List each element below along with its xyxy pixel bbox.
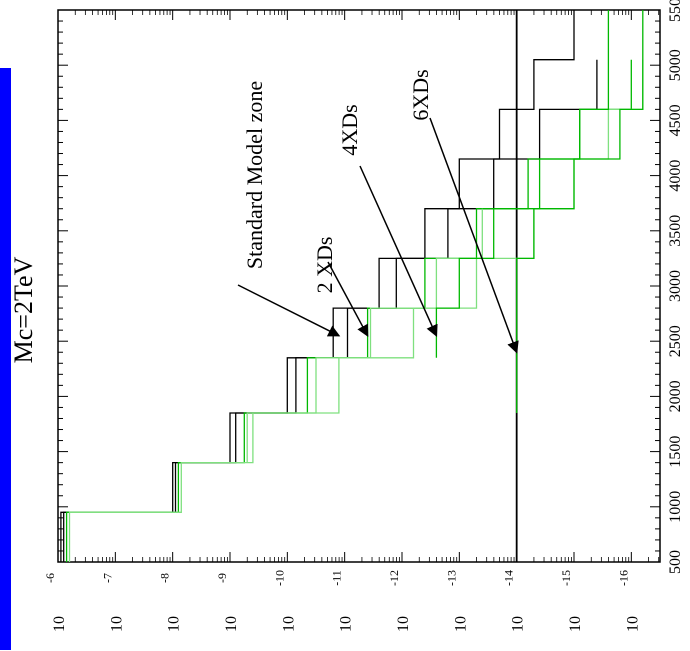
x-tick-label: 1500 bbox=[667, 436, 684, 468]
x-tick-label: 4000 bbox=[667, 160, 684, 192]
series-group bbox=[60, 10, 644, 562]
x-tick-label: 2500 bbox=[667, 325, 684, 357]
annotation-arrow bbox=[237, 284, 341, 337]
y-tick-mantissa: 10 bbox=[395, 616, 412, 632]
y-tick-exponent: -12 bbox=[387, 570, 401, 586]
tick-label-group: 500 1000 1500 2000 2500 3000 3500 4000 4500 5000 5… bbox=[9, 0, 684, 632]
x-tick-label: 550 bbox=[667, 0, 684, 22]
y-tick-exponent: -15 bbox=[559, 570, 573, 586]
x-tick-label: 500 bbox=[667, 550, 684, 574]
y-tick-exponent: -9 bbox=[215, 573, 229, 583]
x-tick-label: 3000 bbox=[667, 270, 684, 302]
annotation-label: 4XDs bbox=[337, 104, 362, 155]
y-tick-exponent: -13 bbox=[444, 570, 458, 586]
y-tick-exponent: -16 bbox=[616, 570, 630, 586]
y-tick-exponent: -10 bbox=[272, 570, 286, 586]
x-tick-label: 1000 bbox=[667, 491, 684, 523]
annotation-arrow bbox=[429, 117, 519, 354]
y-tick-mantissa: 10 bbox=[51, 616, 68, 632]
x-tick-label: 4500 bbox=[667, 104, 684, 136]
annotation-label: 2 XDs bbox=[312, 237, 337, 294]
y-tick-mantissa: 10 bbox=[223, 616, 240, 632]
y-tick-exponent: -14 bbox=[502, 570, 516, 586]
series-line bbox=[246, 59, 644, 463]
y-tick-mantissa: 10 bbox=[280, 616, 297, 632]
annotation-arrow bbox=[359, 165, 438, 338]
y-tick-exponent: -6 bbox=[43, 573, 57, 583]
plot-border bbox=[57, 9, 661, 563]
chart-title: Mc=2TeV bbox=[9, 256, 38, 363]
annotation-arrow bbox=[327, 261, 369, 338]
annotation-group: Standard Model zone 2 XDs 4XDs 6XDs bbox=[237, 69, 519, 354]
y-tick-mantissa: 10 bbox=[452, 616, 469, 632]
series-line bbox=[516, 10, 644, 413]
y-tick-mantissa: 10 bbox=[108, 616, 125, 632]
y-tick-mantissa: 10 bbox=[624, 616, 641, 632]
x-tick-label: 5000 bbox=[667, 49, 684, 81]
x-tick-label: 3500 bbox=[667, 215, 684, 247]
y-tick-mantissa: 10 bbox=[567, 616, 584, 632]
series-line bbox=[68, 208, 483, 562]
annotation-label: Standard Model zone bbox=[242, 81, 267, 269]
y-tick-mantissa: 10 bbox=[510, 616, 527, 632]
plot-frame-group bbox=[57, 9, 661, 563]
blue-side-bar bbox=[0, 68, 11, 650]
y-tick-exponent: -11 bbox=[330, 570, 344, 586]
y-tick-mantissa: 10 bbox=[166, 616, 183, 632]
x-tick-label: 2000 bbox=[667, 380, 684, 412]
annotation-label: 6XDs bbox=[408, 69, 433, 120]
y-tick-exponent: -8 bbox=[158, 573, 172, 583]
series-line bbox=[435, 10, 610, 358]
y-tick-exponent: -7 bbox=[100, 573, 114, 583]
y-tick-mantissa: 10 bbox=[338, 616, 355, 632]
